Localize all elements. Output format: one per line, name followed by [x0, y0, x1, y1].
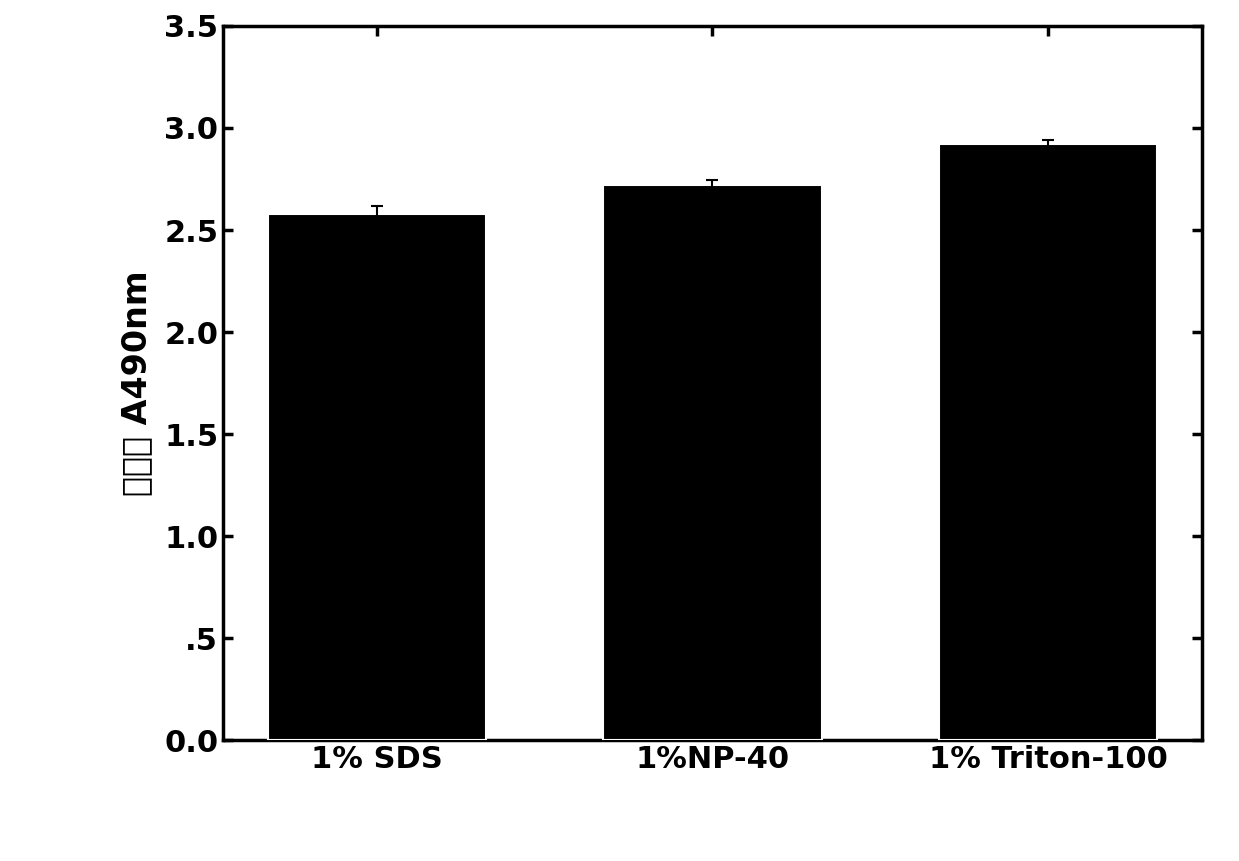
Bar: [603, 185, 821, 740]
Bar: [268, 214, 486, 740]
Bar: [939, 145, 1157, 740]
Y-axis label: 吸光度 A490nm: 吸光度 A490nm: [120, 270, 152, 496]
